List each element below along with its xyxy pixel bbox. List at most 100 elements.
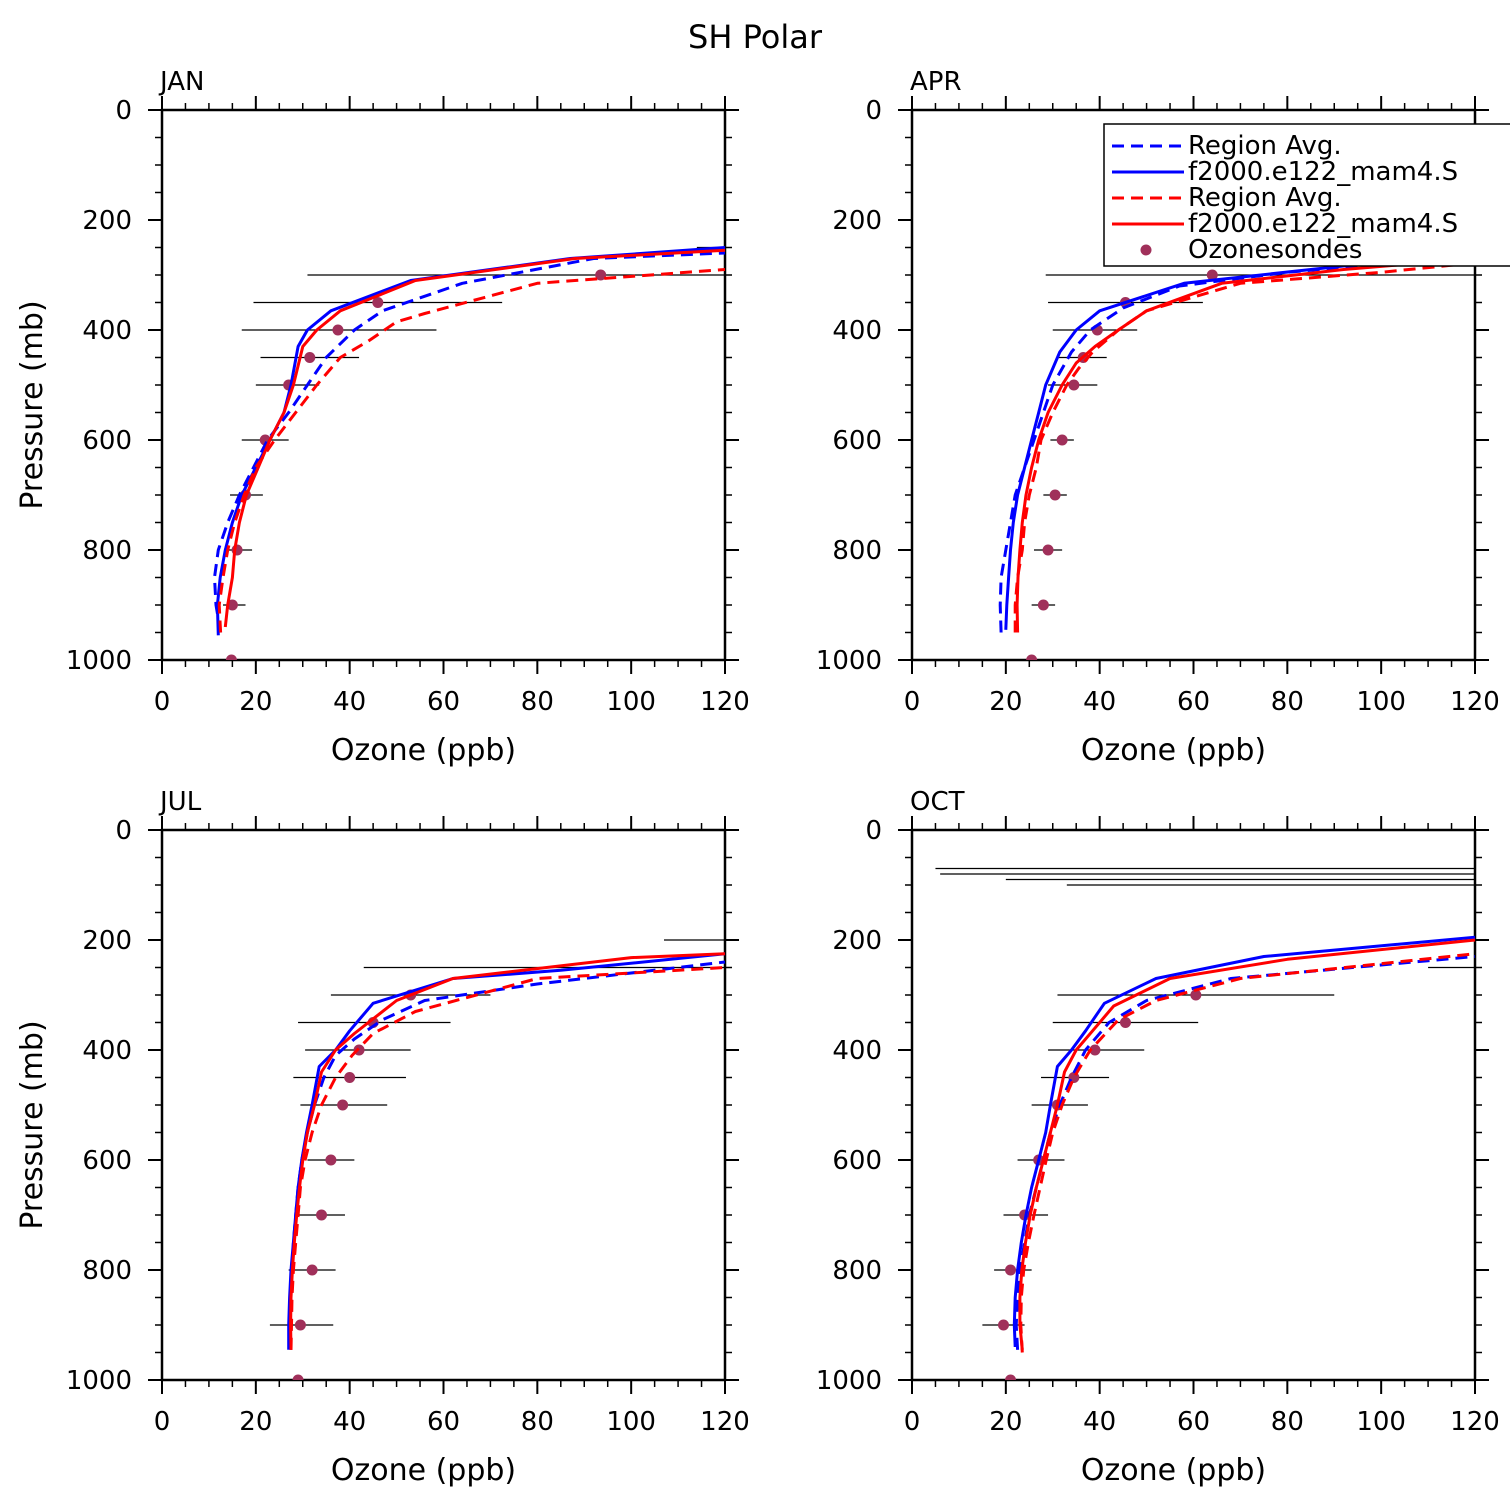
x-axis-label: Ozone (ppb): [1081, 1453, 1266, 1488]
y-tick-label: 1000: [66, 1366, 132, 1396]
y-tick-label: 0: [115, 816, 132, 846]
x-axis-label: Ozone (ppb): [331, 733, 516, 768]
x-tick-label: 60: [1177, 687, 1210, 717]
panel-apr: 0 20 40 60 80 100 120 0 200 400 600 800 1000 APR Ozone…: [816, 67, 1510, 768]
legend-label: Ozonesondes: [1188, 235, 1362, 265]
x-tick-label: 0: [904, 687, 921, 717]
red-dashed-line: [1013, 261, 1476, 633]
y-tick-label: 800: [832, 536, 882, 566]
ozonesonde-point: [1049, 489, 1061, 501]
ozonesonde-point: [1005, 1374, 1017, 1380]
panel-jan: 0 20 40 60 80 100 120 0 200 400 600 800 1000 JAN Ozone…: [15, 67, 750, 768]
x-tick-label: 100: [606, 1407, 656, 1437]
x-axis-label: Ozone (ppb): [331, 1453, 516, 1488]
y-tick-label: 800: [832, 1256, 882, 1286]
panel-jul: 0 20 40 60 80 100 120 0 200 400 600 800 1000 JUL Ozone…: [15, 787, 750, 1488]
ozonesonde-point: [372, 297, 384, 308]
x-tick-label: 80: [521, 687, 554, 717]
legend-label: f2000.e122_mam4.S: [1188, 157, 1458, 187]
y-tick-label: 400: [82, 1036, 132, 1066]
ozonesonde-observations: [935, 867, 1475, 1380]
plot-frame: [160, 108, 727, 662]
plot-frame: [160, 828, 727, 1382]
ozonesonde-point: [344, 1072, 356, 1083]
model-series: [287, 952, 726, 1350]
x-tick-label: 60: [427, 687, 460, 717]
ozonesonde-observations: [217, 246, 725, 660]
x-tick-label: 60: [1177, 1407, 1210, 1437]
x-tick-label: 0: [154, 687, 171, 717]
y-tick-label: 0: [865, 96, 882, 126]
legend-label: f2000.e122_mam4.S: [1188, 209, 1458, 239]
x-axis-label: Ozone (ppb): [1081, 733, 1266, 768]
x-tick-label: 100: [1356, 687, 1406, 717]
blue-solid-line: [215, 246, 726, 636]
y-tick-label: 600: [82, 426, 132, 456]
legend-label: Region Avg.: [1188, 183, 1342, 213]
x-tick-label: 40: [1083, 1407, 1116, 1437]
legend-box: [1103, 123, 1510, 267]
red-solid-line: [289, 952, 726, 1350]
ozonesonde-point: [304, 352, 316, 363]
y-tick-label: 600: [82, 1146, 132, 1176]
y-tick-label: 400: [832, 316, 882, 346]
x-tick-label: 40: [1083, 687, 1116, 717]
figure-title: SH Polar: [688, 18, 823, 56]
x-tick-label: 120: [1450, 1407, 1500, 1437]
y-tick-label: 400: [82, 316, 132, 346]
blue-solid-line: [1012, 935, 1476, 1348]
x-tick-label: 0: [904, 1407, 921, 1437]
ozonesonde-point: [306, 1264, 318, 1276]
ozonesonde-point: [1026, 654, 1038, 660]
x-tick-label: 80: [1271, 687, 1304, 717]
blue-dashed-line: [998, 254, 1476, 633]
y-tick-label: 1000: [66, 646, 132, 676]
ozonesonde-point: [332, 324, 344, 336]
y-tick-label: 800: [82, 1256, 132, 1286]
x-tick-label: 0: [154, 1407, 171, 1437]
blue-dashed-line: [213, 251, 726, 633]
ozonesonde-point: [292, 1374, 304, 1380]
y-tick-label: 800: [82, 536, 132, 566]
model-series: [1012, 935, 1476, 1353]
y-tick-label: 0: [865, 816, 882, 846]
red-solid-line: [1015, 257, 1476, 633]
ozonesonde-point: [294, 1319, 306, 1331]
ozonesonde-observations: [269, 939, 725, 1380]
ozonesonde-point: [1042, 544, 1054, 556]
ozonesonde-point: [1068, 379, 1080, 391]
y-tick-label: 200: [832, 926, 882, 956]
x-tick-label: 40: [333, 1407, 366, 1437]
x-tick-label: 20: [239, 1407, 272, 1437]
panel-title: APR: [910, 67, 962, 97]
x-tick-label: 60: [427, 1407, 460, 1437]
x-tick-label: 20: [239, 687, 272, 717]
x-tick-label: 40: [333, 687, 366, 717]
ozonesonde-point: [337, 1099, 349, 1111]
red-dashed-line: [1019, 952, 1476, 1353]
ozonesonde-point: [997, 1319, 1009, 1331]
red-dashed-line: [217, 268, 726, 633]
model-series: [998, 250, 1476, 633]
ozonesonde-point: [1206, 269, 1218, 281]
ozonesonde-point: [1005, 1264, 1017, 1276]
ozonesonde-point: [1190, 989, 1202, 1001]
y-axis-label: Pressure (mb): [15, 1020, 50, 1229]
y-tick-label: 0: [115, 96, 132, 126]
ozonesonde-point: [325, 1154, 337, 1166]
y-tick-label: 200: [832, 206, 882, 236]
model-series: [213, 246, 726, 636]
panel-oct: 0 20 40 60 80 100 120 0 200 400 600 800 1000 OCT Ozone…: [816, 787, 1500, 1488]
y-tick-label: 1000: [816, 1366, 882, 1396]
ozonesonde-point: [225, 654, 237, 660]
y-axis-label: Pressure (mb): [15, 300, 50, 509]
ozonesonde-point: [595, 269, 607, 281]
blue-solid-line: [1004, 250, 1476, 630]
red-solid-line: [1018, 938, 1476, 1350]
ozonesonde-point: [1089, 1044, 1101, 1056]
y-tick-label: 600: [832, 426, 882, 456]
x-tick-label: 120: [700, 1407, 750, 1437]
x-tick-label: 20: [989, 1407, 1022, 1437]
